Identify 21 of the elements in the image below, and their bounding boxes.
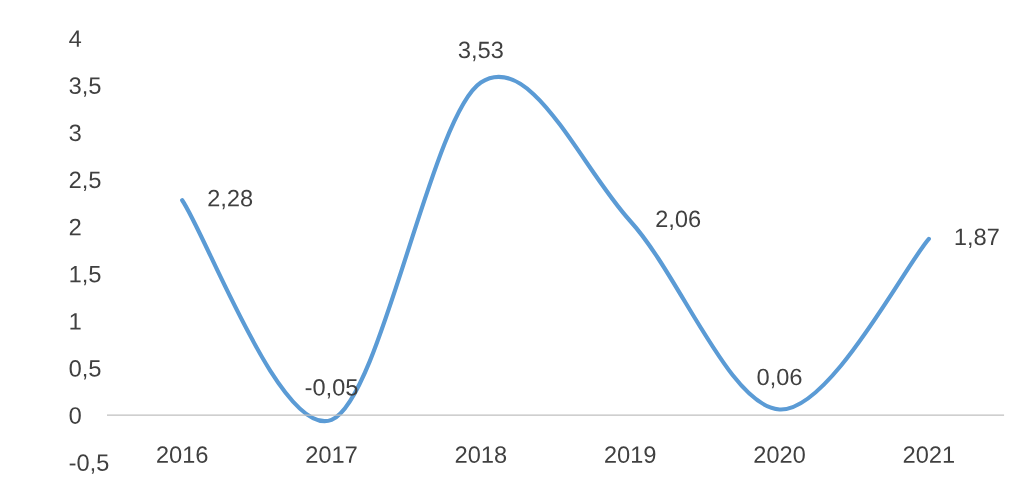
data-label: 0,06 (757, 368, 802, 389)
y-tick-label: 1 (70, 313, 81, 330)
data-label: 2,28 (208, 189, 253, 210)
x-tick-label: 2016 (157, 446, 208, 464)
y-tick-label: 4 (69, 30, 82, 47)
y-tick-label: 1,5 (70, 266, 101, 286)
x-tick-label: 2020 (754, 446, 805, 464)
x-tick-label: 2017 (306, 446, 357, 464)
y-tick-label: 0 (69, 407, 81, 424)
y-tick-label: -0,5 (69, 454, 109, 474)
data-label: 2,06 (656, 210, 701, 231)
x-tick-label: 2019 (605, 446, 656, 464)
y-tick-label: 2,5 (69, 171, 101, 192)
x-tick-label: 2021 (903, 446, 954, 464)
y-tick-label: 2 (69, 218, 81, 236)
data-label: 1,87 (955, 228, 999, 249)
x-tick-label: 2018 (455, 446, 507, 464)
data-label: 3,53 (458, 41, 503, 62)
y-tick-label: 3 (69, 124, 81, 142)
y-tick-label: 0,5 (69, 360, 101, 380)
y-tick-label: 3,5 (69, 77, 101, 97)
